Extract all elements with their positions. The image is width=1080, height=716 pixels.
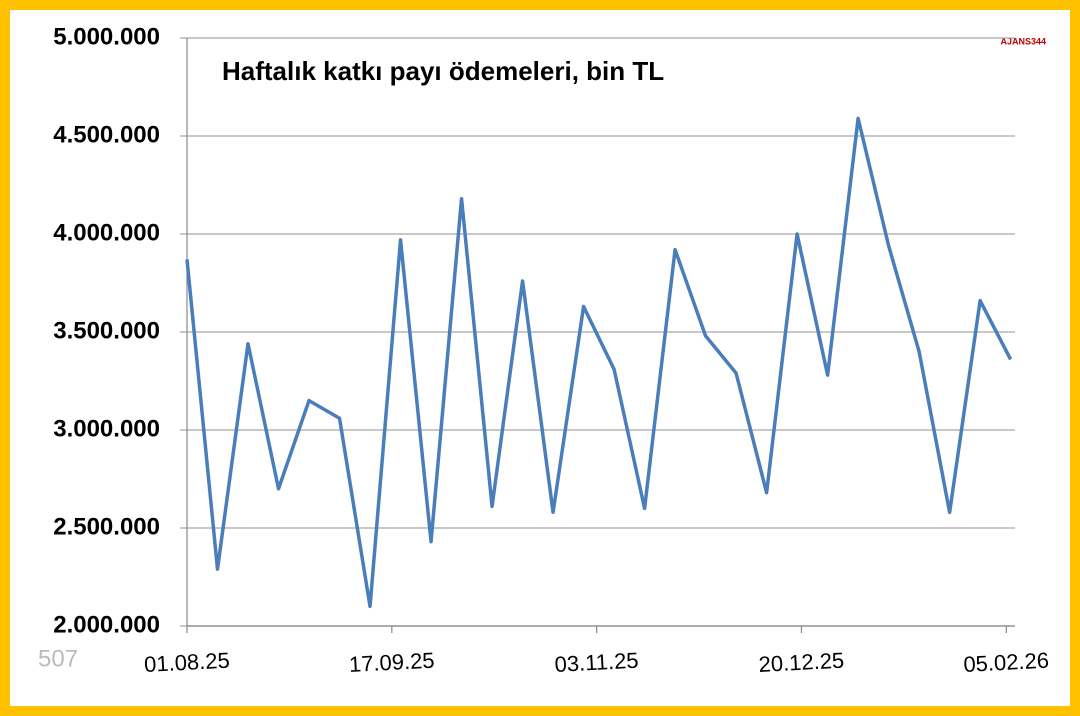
annotation: 507 [38,645,78,672]
x-tick-label: 05.02.26 [963,648,1050,677]
line [185,116,1013,609]
y-tick-label: 4.500.000 [53,121,160,148]
x-tick-label: 17.09.25 [348,648,435,677]
chart-title: Haftalık katkı payı ödemeleri, bin TL [222,56,664,86]
y-tick-label: 5.000.000 [53,23,160,50]
x-tick-label: 20.12.25 [758,648,845,677]
y-tick-label: 2.000.000 [53,611,160,638]
y-tick-label: 2.500.000 [53,513,160,540]
y-tick-label: 3.500.000 [53,317,160,344]
y-tick-label: 3.000.000 [53,415,160,442]
watermark: AJANS344 [1000,36,1046,46]
y-tick-label: 4.000.000 [53,219,160,246]
x-tick-label: 03.11.25 [554,648,639,677]
x-tick-label: 01.08.25 [143,648,230,677]
